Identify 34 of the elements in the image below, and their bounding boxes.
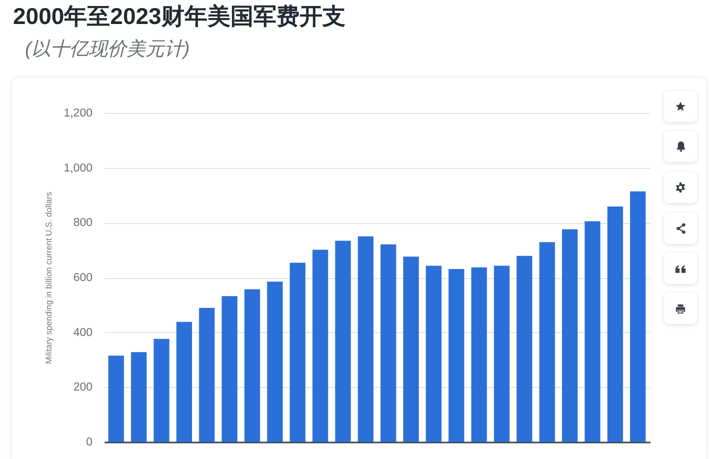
bar xyxy=(312,250,328,442)
bar xyxy=(358,236,374,442)
bar xyxy=(426,266,442,442)
chart-title: 2000年至2023财年美国军费开支 xyxy=(13,2,346,31)
bar xyxy=(244,289,260,442)
bar xyxy=(471,267,487,442)
y-axis-title: Military spending in billion current U.S. dollars xyxy=(44,192,54,364)
bar xyxy=(584,221,600,442)
bar xyxy=(108,356,124,442)
chart-subtitle: (以十亿现价美元计) xyxy=(25,38,190,62)
bar xyxy=(448,269,464,442)
bar xyxy=(130,352,147,442)
y-tick-label: 600 xyxy=(73,272,92,284)
bar xyxy=(607,206,624,442)
y-tick-label: 1,000 xyxy=(64,162,92,174)
bar xyxy=(494,266,510,442)
bar xyxy=(267,282,283,442)
y-tick-label: 400 xyxy=(73,326,92,339)
bar xyxy=(335,240,351,442)
bar xyxy=(222,296,238,442)
y-tick-label: 1,200 xyxy=(64,108,92,120)
bar xyxy=(539,242,555,442)
bar xyxy=(176,322,192,442)
bar xyxy=(516,256,532,442)
y-tick-label: 0 xyxy=(86,436,92,448)
bar xyxy=(154,338,170,442)
bar xyxy=(380,244,396,442)
y-tick-label: 800 xyxy=(73,217,92,230)
bar xyxy=(199,308,215,442)
y-tick-label: 200 xyxy=(73,382,92,394)
bar xyxy=(562,229,578,442)
bar xyxy=(290,262,306,442)
bar xyxy=(630,191,646,442)
bar xyxy=(403,256,419,442)
